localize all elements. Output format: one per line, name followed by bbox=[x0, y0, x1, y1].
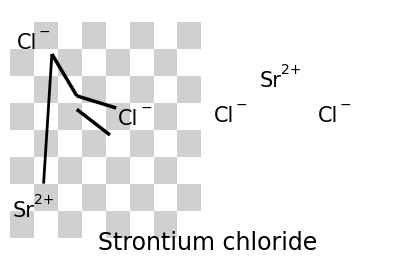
Text: Cl: Cl bbox=[317, 106, 338, 126]
Bar bbox=[34, 211, 58, 238]
Bar bbox=[82, 184, 106, 211]
Bar bbox=[178, 184, 201, 211]
Text: Sr: Sr bbox=[12, 201, 34, 221]
Bar bbox=[178, 130, 201, 157]
Bar bbox=[58, 76, 82, 103]
Text: Cl: Cl bbox=[214, 106, 234, 126]
Bar bbox=[154, 76, 178, 103]
Bar bbox=[34, 76, 58, 103]
Bar bbox=[58, 49, 82, 76]
Bar bbox=[130, 103, 154, 130]
Bar bbox=[106, 76, 130, 103]
Bar bbox=[34, 157, 58, 184]
Bar bbox=[58, 211, 82, 238]
Bar bbox=[106, 49, 130, 76]
Bar bbox=[178, 76, 201, 103]
Bar bbox=[10, 49, 34, 76]
Bar bbox=[82, 103, 106, 130]
Bar bbox=[130, 157, 154, 184]
Bar bbox=[58, 184, 82, 211]
Text: Cl: Cl bbox=[118, 109, 139, 129]
Bar bbox=[106, 130, 130, 157]
Bar bbox=[58, 103, 82, 130]
Bar bbox=[10, 184, 34, 211]
Bar bbox=[58, 130, 82, 157]
Bar bbox=[58, 157, 82, 184]
Bar bbox=[58, 22, 82, 49]
Bar bbox=[10, 22, 34, 49]
Bar bbox=[130, 49, 154, 76]
Text: 2+: 2+ bbox=[281, 63, 302, 77]
Bar bbox=[82, 22, 106, 49]
Bar bbox=[154, 49, 178, 76]
Bar bbox=[82, 157, 106, 184]
Bar bbox=[178, 157, 201, 184]
Bar bbox=[34, 103, 58, 130]
Bar bbox=[82, 76, 106, 103]
Text: −: − bbox=[236, 98, 247, 112]
Bar bbox=[82, 49, 106, 76]
Bar bbox=[82, 211, 106, 238]
Bar bbox=[178, 22, 201, 49]
Bar bbox=[106, 211, 130, 238]
Text: 2+: 2+ bbox=[34, 193, 55, 207]
Bar bbox=[10, 103, 34, 130]
Bar bbox=[130, 130, 154, 157]
Bar bbox=[106, 22, 130, 49]
Bar bbox=[154, 130, 178, 157]
Text: Sr: Sr bbox=[259, 71, 281, 91]
Bar bbox=[106, 184, 130, 211]
Bar bbox=[10, 211, 34, 238]
Text: −: − bbox=[39, 25, 50, 39]
Bar bbox=[10, 130, 34, 157]
Bar bbox=[178, 103, 201, 130]
Bar bbox=[154, 157, 178, 184]
Bar bbox=[34, 130, 58, 157]
Text: Cl: Cl bbox=[17, 33, 37, 53]
Bar bbox=[10, 76, 34, 103]
Bar bbox=[154, 22, 178, 49]
Bar bbox=[154, 184, 178, 211]
Bar bbox=[34, 22, 58, 49]
Bar bbox=[34, 184, 58, 211]
Bar bbox=[178, 211, 201, 238]
Bar bbox=[154, 211, 178, 238]
Bar bbox=[106, 157, 130, 184]
Text: Strontium chloride: Strontium chloride bbox=[98, 231, 317, 255]
Text: −: − bbox=[339, 98, 351, 112]
Text: −: − bbox=[140, 100, 152, 114]
Bar bbox=[106, 103, 130, 130]
Bar bbox=[130, 76, 154, 103]
Bar bbox=[130, 184, 154, 211]
Bar bbox=[178, 49, 201, 76]
Bar bbox=[82, 130, 106, 157]
Bar bbox=[130, 22, 154, 49]
Bar bbox=[34, 49, 58, 76]
Bar bbox=[154, 103, 178, 130]
Bar bbox=[10, 157, 34, 184]
Bar bbox=[130, 211, 154, 238]
